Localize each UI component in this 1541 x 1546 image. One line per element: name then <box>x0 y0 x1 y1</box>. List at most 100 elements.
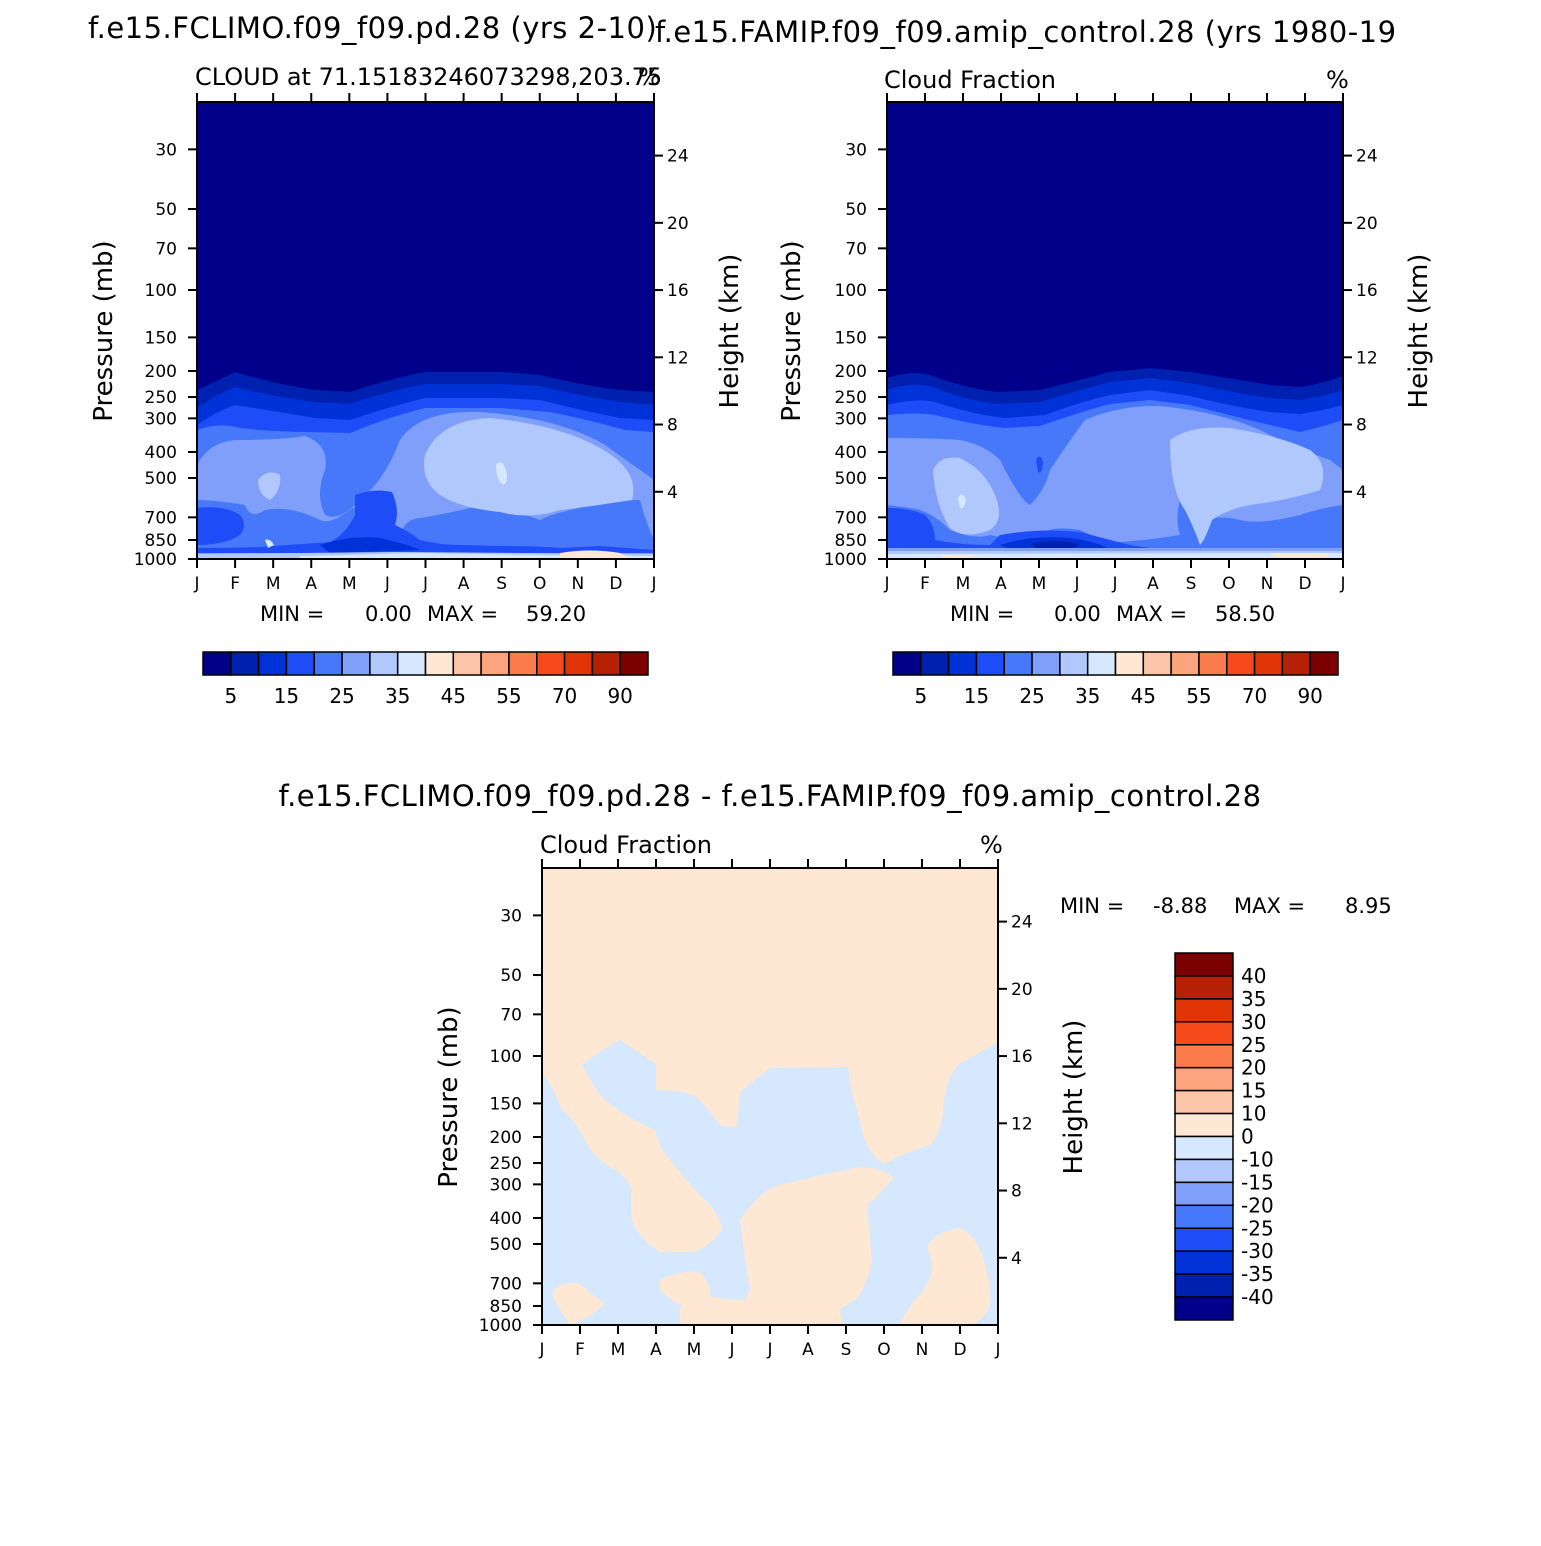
colorbar-swatch <box>1174 1089 1234 1115</box>
month-tick-label: J <box>766 1340 772 1360</box>
colorbar-swatch <box>508 651 538 676</box>
month-tick-label: A <box>995 574 1007 594</box>
height-tick-label: 24 <box>667 147 689 167</box>
colorbar-swatch <box>1174 1044 1234 1069</box>
colorbar-label: 30 <box>1241 1010 1266 1034</box>
height-tick-label: 8 <box>1356 416 1367 436</box>
colorbar-swatch <box>1174 1204 1234 1229</box>
month-tick-label: A <box>1147 574 1159 594</box>
colorbar-swatch <box>1174 1158 1234 1184</box>
month-tick-label: M <box>1032 574 1047 594</box>
pressure-tick-label: 700 <box>835 508 867 528</box>
colorbar-swatch <box>563 651 594 676</box>
colorbar-label: 45 <box>441 684 466 708</box>
colorbar-swatch <box>1174 975 1234 1000</box>
pressure-tick-label: 1000 <box>479 1316 522 1336</box>
pressure-tick-label: 150 <box>490 1094 522 1114</box>
month-tick-label: S <box>1186 574 1197 594</box>
month-tick-label: O <box>877 1340 890 1360</box>
panel-diff-stats: MIN = -8.88 MAX = 8.95 <box>1060 894 1392 918</box>
colorbar-swatch <box>920 651 950 676</box>
pressure-tick-label: 70 <box>845 239 867 259</box>
month-tick-label: J <box>883 574 889 594</box>
month-tick-label: F <box>575 1340 585 1360</box>
colorbar-label: -15 <box>1241 1170 1274 1194</box>
colorbar-swatch <box>202 651 232 676</box>
colorbar-swatch <box>1086 651 1117 676</box>
colorbar-label: 25 <box>329 684 354 708</box>
height-tick-label: 24 <box>1356 147 1378 167</box>
pressure-tick-label: 850 <box>145 531 177 551</box>
month-tick-label: J <box>1111 574 1117 594</box>
month-tick-label: D <box>609 574 622 594</box>
colorbar-label: 35 <box>385 684 410 708</box>
pressure-tick-label: 500 <box>145 469 177 489</box>
pressure-tick-label: 100 <box>490 1047 522 1067</box>
colorbar-label: -25 <box>1241 1216 1274 1240</box>
colorbar-swatch <box>1174 1250 1234 1275</box>
stats-max-value: 59.20 <box>526 602 586 626</box>
colorbar-swatch <box>452 651 482 676</box>
stats-min-label: MIN = <box>260 602 324 626</box>
month-tick-label: M <box>611 1340 626 1360</box>
month-tick-label: M <box>956 574 971 594</box>
colorbar-label: 0 <box>1241 1125 1254 1149</box>
colorbar-swatch <box>591 651 621 676</box>
height-tick-label: 24 <box>1011 913 1033 933</box>
colorbar-label: 25 <box>1019 684 1044 708</box>
colorbar-label: 5 <box>224 684 237 708</box>
stats-min-value: -8.88 <box>1153 894 1207 918</box>
pressure-tick-label: 200 <box>490 1128 522 1148</box>
pressure-tick-label: 400 <box>490 1209 522 1229</box>
month-tick-label: N <box>571 574 584 594</box>
pressure-tick-label: 250 <box>145 388 177 408</box>
month-tick-label: M <box>342 574 357 594</box>
pressure-tick-label: 100 <box>835 281 867 301</box>
month-tick-label: F <box>920 574 930 594</box>
month-tick-label: J <box>650 574 656 594</box>
colorbar-label: 90 <box>607 684 632 708</box>
colorbar-swatch <box>892 651 922 676</box>
pressure-tick-label: 250 <box>490 1154 522 1174</box>
colorbar-swatch <box>1114 651 1145 676</box>
stats-min-label: MIN = <box>1060 894 1124 918</box>
pressure-tick-label: 500 <box>490 1235 522 1255</box>
month-tick-label: J <box>538 1340 544 1360</box>
month-tick-label: O <box>1222 574 1235 594</box>
panel-diff-units: % <box>980 831 1003 859</box>
panel-diff-subtitle: Cloud Fraction <box>540 831 712 859</box>
month-tick-label: J <box>422 574 428 594</box>
month-tick-label: J <box>193 574 199 594</box>
colorbar-swatch <box>947 651 978 676</box>
colorbar-label: 35 <box>1075 684 1100 708</box>
height-tick-label: 16 <box>1356 281 1378 301</box>
month-tick-label: J <box>1339 574 1345 594</box>
month-tick-label: N <box>916 1340 929 1360</box>
top-right-title: f.e15.FAMIP.f09_f09.amip_control.28 (yrs… <box>655 15 1397 49</box>
pressure-tick-label: 30 <box>845 140 867 160</box>
colorbar-label: 70 <box>1242 684 1267 708</box>
colorbar-label: -10 <box>1241 1147 1274 1171</box>
pressure-tick-label: 30 <box>155 140 177 160</box>
pressure-tick-label: 30 <box>500 906 522 926</box>
colorbar-label: 25 <box>1241 1033 1266 1057</box>
panel-climo-subtitle: CLOUD at 71.15183246073298,203.75 <box>195 63 662 91</box>
pressure-tick-label: 100 <box>145 281 177 301</box>
month-tick-label: S <box>496 574 507 594</box>
colorbar-swatch <box>1142 651 1172 676</box>
month-tick-label: O <box>533 574 546 594</box>
colorbar-label: 15 <box>964 684 989 708</box>
colorbar-swatch <box>1198 651 1228 676</box>
colorbar-swatch <box>1309 651 1339 676</box>
colorbar-label: 55 <box>1186 684 1211 708</box>
colorbar-swatch <box>1003 651 1033 676</box>
stats-min-label: MIN = <box>950 602 1014 626</box>
colorbar-label: 20 <box>1241 1056 1266 1080</box>
panel-amip-y2label: Height (km) <box>1404 254 1434 409</box>
colorbar-swatch <box>1174 1181 1234 1207</box>
month-tick-label: D <box>953 1340 966 1360</box>
pressure-tick-label: 70 <box>500 1005 522 1025</box>
pressure-tick-label: 400 <box>145 443 177 463</box>
pressure-tick-label: 150 <box>835 328 867 348</box>
pressure-tick-label: 400 <box>835 443 867 463</box>
